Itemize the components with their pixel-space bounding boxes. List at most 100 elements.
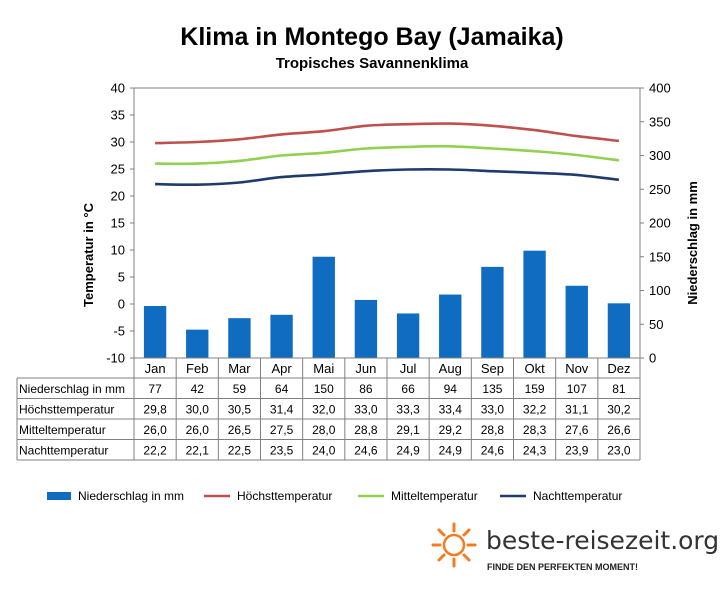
y-axis-right-label: Niederschlag in mm — [685, 181, 700, 305]
y-right-tick-label: 350 — [649, 114, 671, 129]
table-cell: 24,0 — [312, 444, 336, 458]
table-cell: 30,5 — [228, 403, 252, 417]
table-cell: 22,2 — [143, 444, 167, 458]
table-cell: 31,1 — [565, 403, 589, 417]
table-row-label: Höchsttemperatur — [19, 403, 114, 417]
max-temperature-line — [155, 122, 620, 145]
x-tick-label: Sep — [481, 361, 504, 376]
precipitation-bar — [186, 329, 209, 358]
table-cell: 59 — [233, 382, 247, 396]
table-cell: 32,0 — [312, 403, 336, 417]
precipitation-bar — [565, 285, 588, 358]
table-cell: 28,8 — [481, 423, 505, 437]
table-cell: 150 — [314, 382, 334, 396]
table-cell: 31,4 — [270, 403, 294, 417]
table-cell: 159 — [525, 382, 545, 396]
precipitation-bar — [607, 303, 631, 358]
chart-title: Klima in Montego Bay (Jamaika) — [180, 23, 563, 51]
table-cell: 33,3 — [396, 403, 420, 417]
y-right-tick-label: 50 — [649, 317, 663, 332]
x-tick-label: Jul — [400, 361, 417, 376]
legend-label-mean-temperature: Mitteltemperatur — [391, 489, 478, 503]
precipitation-bar — [270, 314, 293, 358]
x-tick-label: Okt — [524, 361, 545, 376]
precipitation-bar — [143, 306, 167, 358]
brand-logo: beste-reisezeit.org FINDE DEN PERFEKTEN … — [431, 522, 719, 572]
table-cell: 27,6 — [565, 423, 589, 437]
table-cell: 23,5 — [270, 444, 294, 458]
table-cell: 29,8 — [143, 403, 167, 417]
table-cell: 24,9 — [396, 444, 420, 458]
y-left-tick-label: -10 — [106, 351, 125, 366]
y-right-tick-label: 250 — [649, 182, 671, 197]
table-cell: 81 — [612, 382, 626, 396]
y-right-tick-label: 400 — [649, 81, 671, 96]
night-temperature-line — [155, 168, 620, 187]
y-left-tick-label: 0 — [118, 297, 125, 312]
table-cell: 33,0 — [481, 403, 505, 417]
table-cell: 23,0 — [607, 444, 631, 458]
table-cell: 33,0 — [354, 403, 378, 417]
table-row-label: Mitteltemperatur — [19, 423, 106, 437]
y-right-tick-label: 300 — [649, 148, 671, 163]
y-left-tick-label: 10 — [111, 243, 125, 258]
legend-swatch-precipitation — [47, 492, 71, 500]
y-axis-left-label: Temperatur in °C — [81, 202, 96, 307]
x-tick-label: Mai — [313, 361, 334, 376]
table-cell: 28,8 — [354, 423, 378, 437]
table-cell: 24,9 — [439, 444, 463, 458]
table-cell: 42 — [191, 382, 205, 396]
table-row-label: Niederschlag in mm — [19, 382, 125, 396]
x-tick-label: Aug — [439, 361, 462, 376]
x-tick-label: Jun — [355, 361, 376, 376]
x-tick-label: Mar — [228, 361, 251, 376]
x-tick-label: Nov — [565, 361, 589, 376]
precipitation-bar — [354, 299, 378, 358]
table-cell: 135 — [482, 382, 502, 396]
x-tick-label: Apr — [271, 361, 292, 376]
table-cell: 26,0 — [186, 423, 210, 437]
x-tick-label: Jan — [145, 361, 166, 376]
table-row-label: Nachttemperatur — [19, 444, 108, 458]
y-right-tick-label: 0 — [649, 351, 656, 366]
table-cell: 107 — [567, 382, 587, 396]
precipitation-bar — [439, 294, 462, 358]
table-cell: 23,9 — [565, 444, 589, 458]
precipitation-bar — [312, 256, 335, 358]
table-cell: 28,3 — [523, 423, 547, 437]
legend-label-night-temperature: Nachttemperatur — [533, 489, 622, 503]
y-left-tick-label: 25 — [111, 162, 125, 177]
y-right-tick-label: 200 — [649, 216, 671, 231]
table-cell: 27,5 — [270, 423, 294, 437]
y-left-tick-label: 30 — [111, 135, 125, 150]
y-left-tick-label: 20 — [111, 189, 125, 204]
precipitation-bar — [481, 266, 504, 358]
precipitation-bar — [523, 250, 546, 358]
precipitation-bar — [228, 318, 251, 358]
table-cell: 22,5 — [228, 444, 252, 458]
table-cell: 32,2 — [523, 403, 547, 417]
table-cell: 22,1 — [186, 444, 210, 458]
table-cell: 66 — [401, 382, 415, 396]
table-cell: 29,1 — [396, 423, 420, 437]
data-table: Jan Feb Mar Apr Mai Jun Jul Aug Sep Okt Nov Dez Nied… — [16, 357, 641, 461]
table-cell: 24,3 — [523, 444, 547, 458]
legend: Niederschlag in mm Höchsttemperatur Mittel… — [47, 489, 622, 503]
table-cell: 24,6 — [354, 444, 378, 458]
table-cell: 30,0 — [186, 403, 210, 417]
table-cell: 30,2 — [607, 403, 631, 417]
sun-icon — [431, 522, 477, 568]
y-left-tick-label: 5 — [118, 270, 125, 285]
table-cell: 33,4 — [439, 403, 463, 417]
table-cell: 64 — [275, 382, 289, 396]
legend-label-precipitation: Niederschlag in mm — [78, 489, 184, 503]
plot-area: -10-505101520253035400501001502002503003… — [106, 81, 671, 366]
y-left-tick-label: 35 — [111, 108, 125, 123]
x-tick-label: Dez — [607, 361, 630, 376]
table-cell: 24,6 — [481, 444, 505, 458]
table-cell: 28,0 — [312, 423, 336, 437]
table-cell: 26,6 — [607, 423, 631, 437]
brand-slogan: FINDE DEN PERFEKTEN MOMENT! — [487, 562, 638, 572]
plot-frame — [133, 87, 641, 359]
